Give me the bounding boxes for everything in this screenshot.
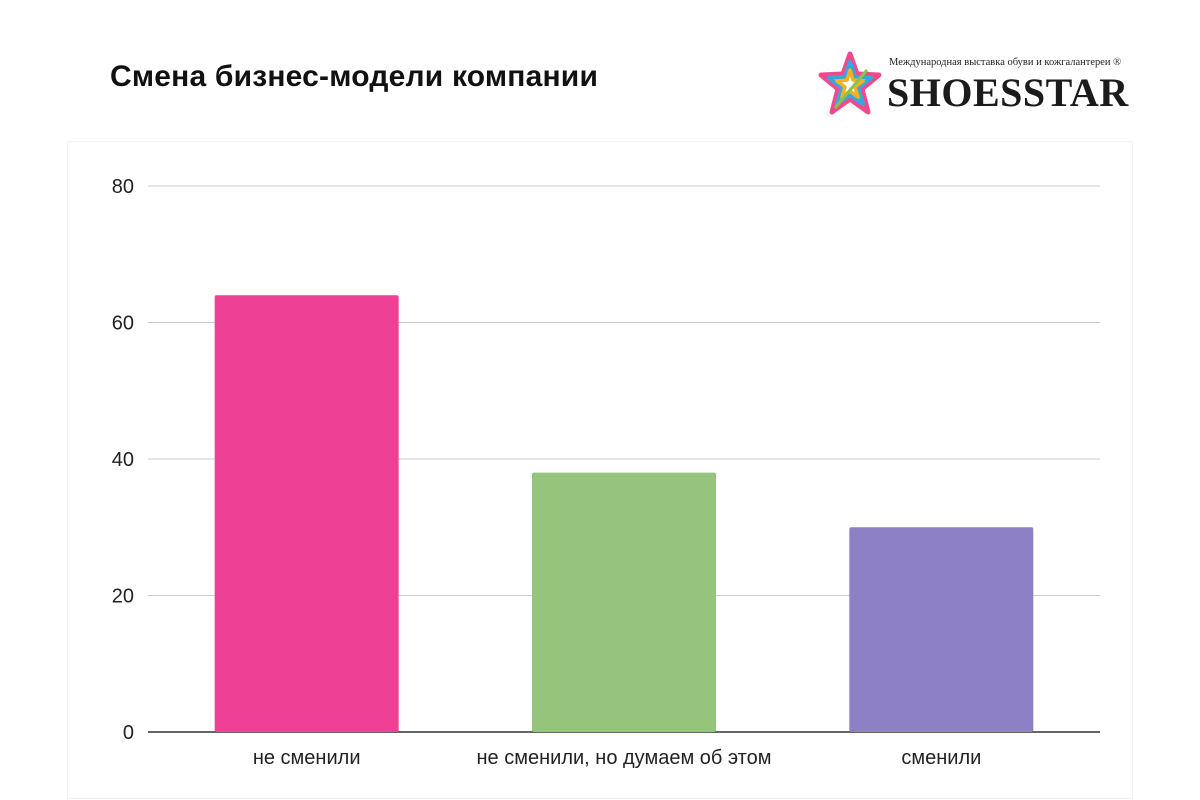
x-category-label: сменили: [901, 747, 981, 769]
x-category-label: не сменили: [253, 747, 361, 769]
logo-brand: SHOESSTAR: [887, 70, 1129, 115]
bar: [214, 295, 399, 732]
y-tick-label: 0: [123, 722, 134, 744]
x-category-label: не сменили, но думаем об этом: [477, 747, 772, 769]
page-title: Смена бизнес-модели компании: [110, 60, 599, 93]
y-tick-label: 80: [112, 176, 134, 198]
chart-panel: 0 20 40 60 80 не сменили не сменили, но думаем…: [68, 142, 1132, 798]
y-tick-label: 40: [112, 449, 134, 471]
logo-tagline: Международная выставка обуви и кожгалант…: [889, 57, 1122, 68]
y-tick-label: 20: [112, 586, 134, 608]
bar: [849, 527, 1034, 732]
bar: [532, 472, 716, 732]
bar-chart: 0 20 40 60 80 не сменили не сменили, но думаем…: [112, 176, 1100, 769]
shoesstar-logo: Международная выставка обуви и кожгалант…: [815, 50, 1135, 120]
star-logo-icon: [818, 51, 882, 115]
y-tick-label: 60: [112, 313, 134, 335]
